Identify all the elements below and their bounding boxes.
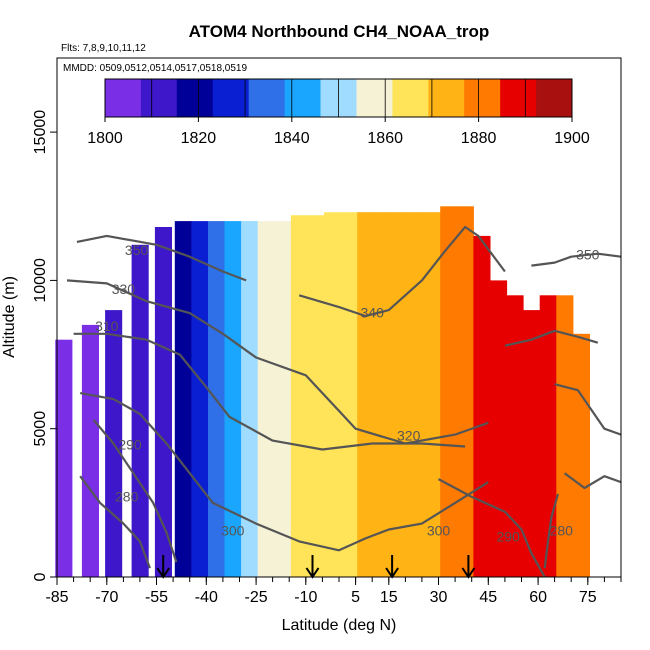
x-tick-label: 75 <box>579 589 597 606</box>
contour-line <box>80 392 489 552</box>
x-tick-label: 60 <box>529 589 547 606</box>
colorbar-swatch <box>176 79 214 117</box>
contour-line <box>79 475 151 569</box>
colorbar-swatch <box>284 79 321 117</box>
contour-label: 310 <box>95 318 119 334</box>
contour-label: 350 <box>125 242 149 258</box>
contour-line <box>298 225 506 318</box>
colorbar-swatch <box>536 79 573 117</box>
heatmap-cell <box>324 212 342 577</box>
colorbar-frame <box>104 78 573 118</box>
contour-label: 330 <box>112 281 136 297</box>
contour-label: 290 <box>497 528 521 544</box>
x-tick-label: -70 <box>95 589 118 606</box>
heatmap-cell <box>523 310 541 577</box>
contour-label: 290 <box>118 437 142 453</box>
heatmap-cell <box>191 221 209 577</box>
colorbar-swatch <box>212 79 250 117</box>
y-tick-label: 15000 <box>32 110 49 155</box>
x-tick-label: 15 <box>380 589 398 606</box>
heatmap-cell <box>241 221 259 577</box>
heatmap-cell <box>572 333 590 577</box>
heatmap-cell <box>340 212 358 577</box>
heatmap-cell <box>556 295 574 577</box>
chart-title: ATOM4 Northbound CH4_NOAA_trop <box>189 22 490 41</box>
contour-label: 300 <box>427 523 451 539</box>
colorbar-swatch <box>105 79 142 117</box>
heatmap-cell <box>154 227 172 577</box>
contour-line <box>504 329 599 347</box>
heatmap-cell <box>490 280 508 577</box>
heatmap-cells <box>55 206 590 578</box>
contour-line <box>76 234 247 282</box>
colorbar-swatch <box>464 79 501 117</box>
contour-label: 350 <box>576 247 600 263</box>
heatmap-cell <box>390 212 408 577</box>
y-axis-title: Altitude (m) <box>1 276 18 358</box>
colorbar-tick-label: 1820 <box>181 130 217 147</box>
y-axis: 0 5000 10000 15000 <box>32 110 57 581</box>
contour-line <box>73 332 466 451</box>
colorbar-swatch <box>500 79 537 117</box>
x-tick-label: 5 <box>351 589 360 606</box>
contour-line <box>531 252 622 267</box>
x-tick-label: -55 <box>145 589 168 606</box>
contour-label: 320 <box>397 428 421 444</box>
heatmap-cell <box>456 206 474 578</box>
x-tick-label: 45 <box>479 589 497 606</box>
x-tick-label: -10 <box>294 589 317 606</box>
colorbar-tick-label: 1800 <box>87 130 123 147</box>
y-tick-label: 5000 <box>32 411 49 447</box>
heatmap-cell <box>440 206 458 578</box>
colorbar-tick-label: 1860 <box>367 130 403 147</box>
colorbar-swatch <box>140 79 178 117</box>
contour-line <box>437 478 546 578</box>
heatmap-cell <box>274 221 292 577</box>
colorbar-tick-label: 1880 <box>461 130 497 147</box>
heatmap-cell <box>224 221 242 577</box>
contour-line <box>92 419 178 563</box>
colorbar: 1800 1820 1840 1860 1880 1900 <box>87 78 590 147</box>
colorbar-swatch <box>428 79 465 117</box>
contour-label: 300 <box>221 523 245 539</box>
x-tick-label: 30 <box>430 589 448 606</box>
contour-line <box>543 493 560 569</box>
x-axis: -85 -70 -55 -40 -25 -10 5 15 30 45 60 75 <box>45 577 622 606</box>
heatmap-cell <box>407 212 425 577</box>
heatmap-cell <box>539 295 557 577</box>
contour-label: 340 <box>361 305 385 321</box>
y-tick-label: 10000 <box>32 258 49 303</box>
heatmap-cell <box>357 212 375 577</box>
heatmap-cell <box>290 215 308 577</box>
x-tick-label: -25 <box>245 589 268 606</box>
heatmap-cell <box>506 295 524 577</box>
y-tick-label: 0 <box>32 572 49 581</box>
contour-line <box>554 383 622 436</box>
dates-label: MMDD: 0509,0512,0514,0517,0518,0519 <box>63 63 247 74</box>
colorbar-tick-label: 1840 <box>274 130 310 147</box>
heatmap-cell <box>373 212 391 577</box>
colorbar-tick-label: 1900 <box>554 130 590 147</box>
contour-label: 280 <box>115 488 139 504</box>
colorbar-swatch <box>392 79 429 117</box>
heatmap-cell <box>131 244 149 578</box>
colorbar-swatch <box>248 79 286 117</box>
heatmap-cell <box>473 235 491 577</box>
contour-line <box>563 472 622 490</box>
flights-label: Flts: 7,8,9,10,11,12 <box>61 43 146 54</box>
contour-line <box>66 279 489 445</box>
heatmap-cell <box>257 221 275 577</box>
heatmap-cell <box>55 339 73 577</box>
colorbar-swatch <box>356 79 393 117</box>
heatmap-cell <box>307 215 325 577</box>
x-tick-label: -40 <box>195 589 218 606</box>
x-tick-label: -85 <box>45 589 68 606</box>
heatmap-cell <box>423 212 441 577</box>
heatmap-cell <box>174 221 192 577</box>
theta-contours: 350 330 310 290 280 300 340 320 300 290 280 350 <box>66 225 622 578</box>
contour-label: 280 <box>550 523 574 539</box>
x-axis-title: Latitude (deg N) <box>282 617 397 634</box>
heatmap-cell <box>81 324 99 577</box>
